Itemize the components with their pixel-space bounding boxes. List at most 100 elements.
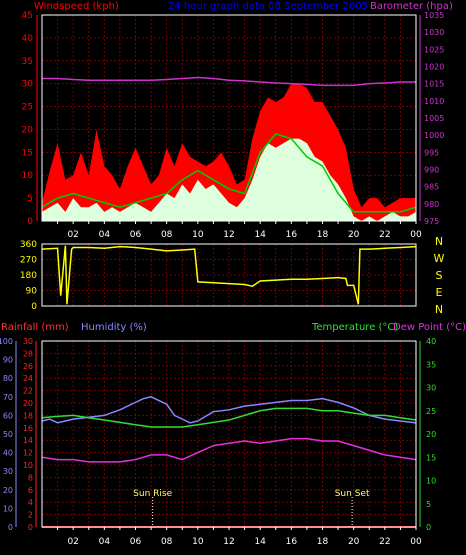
wind-tick-label: 20 [22, 125, 34, 135]
rain-tick-label: 24 [23, 374, 33, 383]
dewpoint-line [41, 437, 417, 463]
baro-tick-label: 1005 [424, 114, 444, 123]
temperature-tick-label: 0 [426, 523, 431, 532]
temperature-tick-label: 40 [426, 337, 436, 346]
wind-tick-label: 35 [22, 57, 33, 67]
barometer-line [42, 76, 416, 87]
x-tick-label: 20 [348, 537, 360, 547]
x-tick-label: 04 [99, 230, 111, 240]
baro-tick-label: 985 [424, 183, 439, 192]
x-tick-label: 22 [379, 537, 390, 547]
x-tick-label: 12 [223, 230, 234, 240]
x-tick-label: 14 [254, 230, 266, 240]
temperature-tick-label: 5 [426, 500, 431, 509]
wind-tick-label: 25 [22, 103, 33, 113]
wind-tick-label: 40 [22, 34, 34, 44]
rain-tick-label: 12 [23, 449, 33, 458]
humidity-tick-label: 100 [0, 337, 13, 346]
rain-tick-label: 18 [23, 411, 33, 420]
wind-tick-label: 30 [22, 80, 34, 90]
wind-average-line [41, 133, 417, 213]
direction-tick-label: 270 [20, 256, 37, 266]
compass-letter: N [435, 303, 443, 316]
wind-direction-line [41, 245, 417, 305]
humidity-tick-label: 60 [3, 411, 13, 420]
rain-tick-label: 4 [28, 498, 33, 507]
humidity-tick-label: 10 [3, 504, 13, 513]
x-tick-label: 22 [379, 230, 390, 240]
baro-tick-label: 1015 [424, 80, 444, 89]
temperature-line [41, 407, 417, 428]
baro-tick-label: 1025 [424, 45, 444, 54]
direction-tick-label: 360 [20, 240, 37, 250]
compass-letter: S [436, 269, 443, 282]
x-tick-label: 20 [348, 230, 360, 240]
direction-tick-label: 0 [31, 302, 37, 312]
dewpoint-axis-label: Dew Point (°C) [393, 322, 466, 333]
temperature-tick-label: 35 [426, 360, 436, 369]
x-tick-label: 06 [130, 230, 142, 240]
humidity-tick-label: 20 [3, 486, 13, 495]
chart-title: 24 hour graph data 08 September 2005 [168, 1, 368, 12]
x-tick-label: 04 [99, 537, 111, 547]
x-tick-label: 08 [161, 230, 173, 240]
rain-tick-label: 28 [23, 349, 33, 358]
compass-letter: W [434, 252, 445, 265]
rain-tick-label: 6 [28, 486, 33, 495]
wind-tick-label: 0 [27, 217, 33, 227]
baro-axis-label: Barometer (hpa) [370, 1, 453, 12]
x-tick-label: 10 [192, 537, 204, 547]
baro-tick-label: 1000 [424, 131, 444, 140]
temperature-tick-label: 15 [426, 453, 436, 462]
humidity-tick-label: 70 [3, 393, 13, 402]
temperature-tick-label: 20 [426, 430, 436, 439]
direction-tick-label: 90 [26, 287, 38, 297]
x-tick-label: 06 [130, 537, 142, 547]
wind-tick-label: 15 [22, 148, 33, 158]
temperature-tick-label: 25 [426, 407, 436, 416]
rain-tick-label: 20 [23, 399, 33, 408]
sun-marker-label: Sun Set [335, 489, 370, 499]
direction-tick-label: 180 [20, 271, 37, 281]
direction-panel-frame [41, 243, 417, 307]
x-tick-label: 16 [286, 537, 298, 547]
rain-tick-label: 0 [28, 523, 33, 532]
compass-letter: E [436, 286, 443, 299]
x-tick-label: 00 [410, 230, 422, 240]
wind-axis-label: Windspeed (kph) [34, 1, 119, 12]
humidity-tick-label: 50 [3, 430, 13, 439]
rain-tick-label: 16 [23, 424, 33, 433]
rain-tick-label: 22 [23, 387, 33, 396]
compass-letter: N [435, 235, 443, 248]
humidity-axis-label: Humidity (%) [81, 322, 147, 333]
humidity-tick-label: 40 [3, 449, 13, 458]
humidity-tick-label: 0 [8, 523, 13, 532]
humidity-tick-label: 80 [3, 374, 13, 383]
rain-tick-label: 2 [28, 511, 33, 520]
baro-tick-label: 995 [424, 148, 439, 157]
temperature-tick-label: 30 [426, 384, 436, 393]
x-tick-label: 18 [317, 230, 329, 240]
rain-tick-label: 30 [23, 337, 33, 346]
wind-speed-area [42, 138, 416, 221]
baro-tick-label: 1020 [424, 63, 444, 72]
wind-tick-label: 10 [22, 171, 34, 181]
rain-tick-label: 8 [28, 473, 33, 482]
humidity-tick-label: 30 [3, 467, 13, 476]
baro-tick-label: 980 [424, 200, 439, 209]
temperature-tick-label: 10 [426, 477, 436, 486]
x-tick-label: 12 [223, 537, 234, 547]
wind-tick-label: 45 [22, 11, 33, 21]
baro-tick-label: 1010 [424, 97, 444, 106]
baro-tick-label: 990 [424, 166, 439, 175]
wind-tick-label: 5 [27, 194, 33, 204]
x-tick-label: 16 [286, 230, 298, 240]
charts-layer: 0510152025303540459759809859909951000100… [0, 11, 445, 547]
rain-axis-label: Rainfall (mm) [1, 322, 69, 333]
baro-tick-label: 975 [424, 217, 439, 226]
x-tick-label: 14 [254, 537, 266, 547]
x-tick-label: 10 [192, 230, 204, 240]
x-tick-label: 02 [67, 230, 78, 240]
